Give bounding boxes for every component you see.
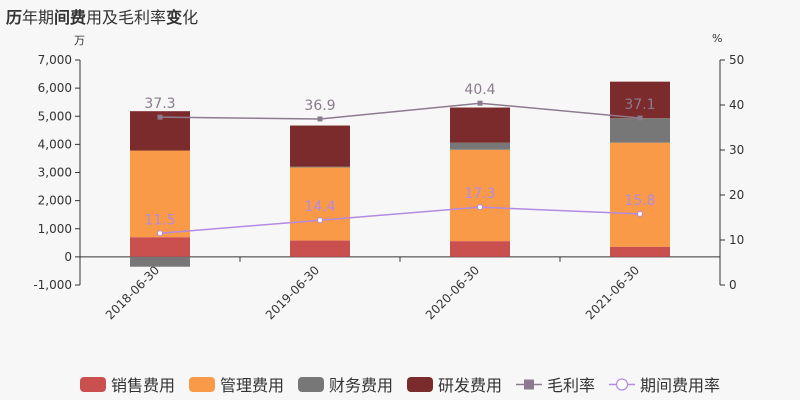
chart-title-part: 化	[182, 8, 199, 27]
right-y-tick-label: 20	[729, 188, 744, 202]
point-expense_ratio	[477, 204, 483, 211]
data-label-expense_ratio: 15.8	[624, 193, 655, 209]
legend-label: 销售费用	[110, 376, 175, 395]
left-y-tick-label: -1,000	[33, 278, 72, 292]
chart-plot: -1,000 0 1,000 2,000 3,000 4,000 5,000 6,000 7,0…	[33, 53, 744, 322]
legend-label: 研发费用	[438, 376, 503, 395]
bar-finance	[610, 118, 670, 143]
legend-swatch	[407, 376, 433, 392]
left-y-tick-label: 7,000	[38, 53, 72, 67]
left-y-tick-label: 0	[64, 250, 72, 264]
right-y-tick-label: 40	[729, 98, 744, 112]
point-gross_margin	[157, 114, 163, 120]
left-y-tick-label: 2,000	[38, 194, 72, 208]
bar-finance	[450, 142, 510, 150]
x-tick-label: 2019-06-30	[263, 263, 322, 322]
line-expense_ratio	[159, 206, 641, 234]
bar-admin	[130, 150, 190, 238]
legend-label: 期间费用率	[640, 376, 721, 395]
legend-label: 管理费用	[219, 376, 284, 395]
chart-title-part: 间费	[54, 8, 87, 27]
left-y-tick-label: 5,000	[38, 109, 72, 123]
legend-item-admin[interactable]: 管理费用	[188, 372, 284, 396]
bar-admin	[450, 149, 510, 242]
chart-title-part: 年期	[22, 8, 55, 27]
chart-legend: 销售费用 管理费用 财务费用 研发费用 毛利率 期间费用率	[0, 372, 800, 396]
right-y-tick-label: 30	[729, 143, 744, 157]
left-axis-unit: 万	[74, 34, 85, 47]
chart-title-part: 历	[6, 8, 23, 27]
legend-item-gross_margin[interactable]: 毛利率	[516, 372, 595, 396]
right-axis-unit: %	[712, 32, 723, 45]
right-y-tick-label: 0	[729, 278, 737, 292]
x-tick-label: 2020-06-30	[423, 263, 482, 322]
bar-rd	[450, 107, 510, 143]
legend-swatch	[188, 376, 215, 392]
x-tick-label: 2021-06-30	[583, 263, 642, 322]
legend-item-finance[interactable]: 财务费用	[297, 372, 393, 396]
data-label-expense_ratio: 14.4	[304, 199, 335, 215]
bar-finance	[290, 166, 350, 168]
line-gross_margin	[159, 102, 641, 120]
left-y-tick-label: 4,000	[38, 137, 72, 151]
bar-admin	[290, 167, 350, 241]
chart-title-part: 用及毛利率	[86, 8, 167, 27]
point-gross_margin	[637, 115, 643, 121]
point-gross_margin	[317, 116, 323, 122]
legend-swatch	[79, 376, 106, 392]
right-y-tick-label: 50	[729, 53, 744, 67]
data-label-expense_ratio: 17.3	[464, 186, 495, 202]
bar-sales	[610, 246, 670, 257]
left-y-tick-label: 6,000	[38, 81, 72, 95]
legend-item-sales[interactable]: 销售费用	[79, 372, 175, 396]
point-expense_ratio	[157, 230, 163, 237]
legend-label: 财务费用	[328, 376, 393, 395]
bar-sales	[130, 237, 190, 257]
data-label-gross_margin: 36.9	[304, 98, 335, 114]
bar-finance	[130, 256, 190, 267]
bar-rd	[610, 81, 670, 119]
chart-title-part: 变	[166, 8, 183, 27]
left-y-tick-label: 3,000	[38, 166, 72, 180]
bar-admin	[610, 142, 670, 247]
legend-line-symbol	[516, 379, 543, 389]
legend-line-symbol	[609, 377, 636, 391]
legend-label: 毛利率	[547, 376, 596, 395]
bar-sales	[450, 241, 510, 257]
data-label-gross_margin: 37.3	[144, 96, 175, 112]
x-tick-label: 2018-06-30	[103, 263, 162, 322]
data-label-expense_ratio: 11.5	[144, 212, 175, 228]
bar-rd	[290, 125, 350, 167]
bar-sales	[290, 240, 350, 257]
left-y-tick-label: 1,000	[38, 222, 72, 236]
legend-item-expense_ratio[interactable]: 期间费用率	[609, 372, 720, 396]
point-expense_ratio	[317, 217, 323, 224]
point-gross_margin	[477, 100, 483, 106]
legend-item-rd[interactable]: 研发费用	[407, 372, 502, 396]
data-label-gross_margin: 37.1	[624, 97, 655, 113]
right-y-tick-label: 10	[729, 233, 744, 247]
chart-title: 历年期间费用及毛利率变化	[6, 4, 198, 28]
point-expense_ratio	[637, 210, 643, 217]
legend-swatch	[297, 376, 324, 392]
data-label-gross_margin: 40.4	[464, 82, 495, 98]
